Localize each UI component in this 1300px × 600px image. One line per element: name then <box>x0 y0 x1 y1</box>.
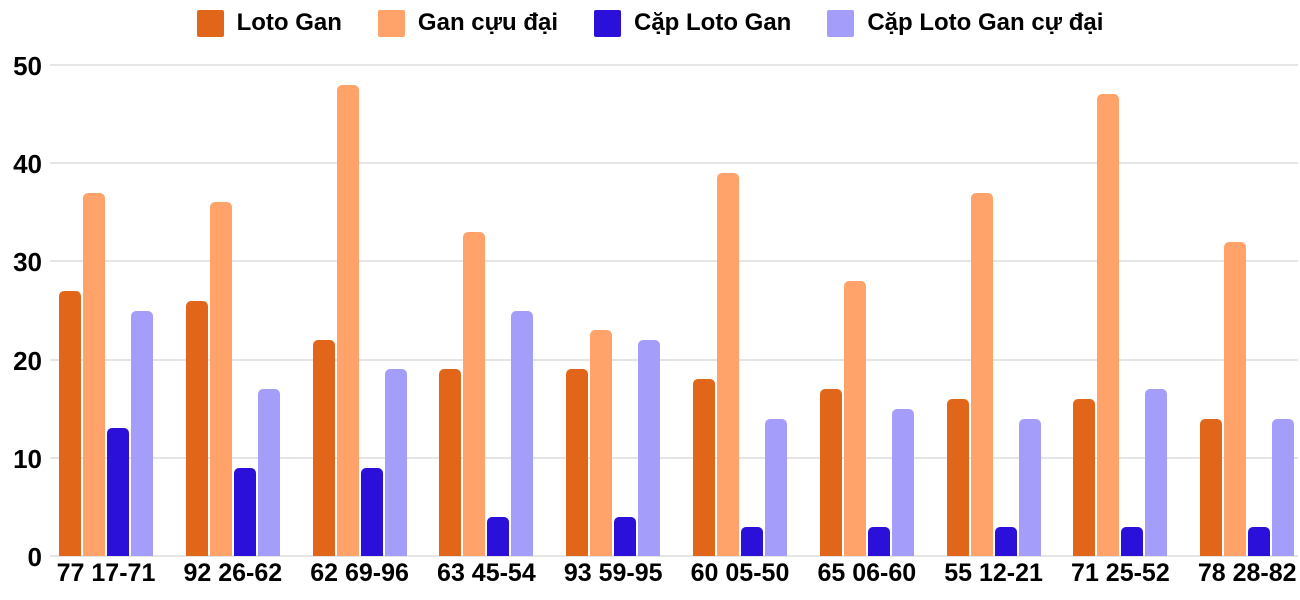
x-category-label-9: 71 25-52 <box>1071 559 1170 587</box>
bar-cặp-loto-gan-cự-đại <box>1272 418 1295 556</box>
x-category-label-8: 55 12-21 <box>944 559 1043 587</box>
bar-group-3 <box>312 84 407 556</box>
y-tick-label-40: 40 <box>13 149 42 180</box>
bar-gan-cựu-đại <box>336 84 359 556</box>
bar-loto-gan <box>1200 418 1223 556</box>
legend-label: Cặp Loto Gan <box>634 9 792 36</box>
legend-swatch-icon <box>594 9 621 37</box>
bar-loto-gan <box>439 369 462 556</box>
y-tick-label-30: 30 <box>13 247 42 278</box>
bar-group-9 <box>1073 94 1168 556</box>
bar-group-6 <box>693 173 787 556</box>
bar-loto-gan <box>312 339 335 556</box>
legend-swatch-icon <box>377 9 405 37</box>
bar-group-5 <box>566 330 661 556</box>
bar-cặp-loto-gan-cự-đại <box>131 310 153 556</box>
legend-item-4[interactable]: Cặp Loto Gan cự đại <box>827 9 1103 37</box>
y-tick-label-10: 10 <box>13 443 42 474</box>
bar-loto-gan <box>819 389 842 556</box>
bar-loto-gan <box>946 398 969 556</box>
chart-legend: Loto Gan Gan cựu đại Cặp Loto Gan Cặp Loto … <box>0 9 1300 37</box>
x-category-label-6: 60 05-50 <box>690 559 790 587</box>
bar-group-4 <box>439 231 534 556</box>
bar-cặp-loto-gan <box>1121 526 1144 556</box>
bar-cặp-loto-gan-cự-đại <box>511 310 534 556</box>
bar-cặp-loto-gan <box>1248 526 1271 556</box>
legend-label: Gan cựu đại <box>417 9 558 36</box>
legend-item-1[interactable]: Loto Gan <box>196 9 342 37</box>
bar-cặp-loto-gan <box>487 516 510 556</box>
bar-cặp-loto-gan-cự-đại <box>765 418 787 556</box>
bar-group-10 <box>1200 241 1295 556</box>
bar-group-1 <box>59 192 153 556</box>
bar-cặp-loto-gan <box>741 526 763 556</box>
bar-cặp-loto-gan <box>233 467 256 556</box>
bar-cặp-loto-gan-cự-đại <box>384 369 407 556</box>
bar-gan-cựu-đại <box>1097 94 1120 556</box>
bar-cặp-loto-gan-cự-đại <box>638 339 661 556</box>
legend-item-2[interactable]: Gan cựu đại <box>377 9 558 37</box>
bar-cặp-loto-gan-cự-đại <box>1018 418 1041 556</box>
bar-loto-gan <box>693 379 715 556</box>
bar-loto-gan <box>185 300 208 556</box>
bar-gan-cựu-đại <box>463 231 486 556</box>
bar-cặp-loto-gan <box>614 516 637 556</box>
x-category-label-7: 65 06-60 <box>817 559 917 587</box>
bar-cặp-loto-gan-cự-đại <box>891 408 914 556</box>
bar-gan-cựu-đại <box>209 202 232 556</box>
bar-group-2 <box>185 202 280 556</box>
y-tick-label-0: 0 <box>27 542 42 572</box>
bar-loto-gan <box>1073 398 1096 556</box>
x-category-label-5: 93 59-95 <box>563 559 663 587</box>
legend-label: Cặp Loto Gan cự đại <box>867 9 1104 36</box>
x-category-label-3: 62 69-96 <box>310 559 409 587</box>
legend-item-3[interactable]: Cặp Loto Gan <box>594 9 791 37</box>
x-category-label-1: 77 17-71 <box>56 559 156 587</box>
y-tick-label-20: 20 <box>13 345 42 376</box>
gridline-50 <box>50 64 1298 66</box>
bar-loto-gan <box>59 290 81 556</box>
bar-group-8 <box>946 192 1041 556</box>
bar-gan-cựu-đại <box>843 281 866 556</box>
gridline-30 <box>50 260 1298 263</box>
y-tick-label-50: 50 <box>13 51 42 81</box>
bar-cặp-loto-gan <box>107 428 129 556</box>
bar-cặp-loto-gan <box>994 526 1017 556</box>
gridline-10 <box>50 456 1298 459</box>
x-category-label-10: 78 28-82 <box>1197 559 1297 587</box>
legend-swatch-icon <box>196 9 224 37</box>
bar-gan-cựu-đại <box>83 192 105 556</box>
bar-loto-gan <box>566 369 589 556</box>
gridline-40 <box>50 162 1298 165</box>
legend-swatch-icon <box>827 9 855 37</box>
bar-cặp-loto-gan-cự-đại <box>257 389 280 556</box>
bar-cặp-loto-gan <box>360 467 383 556</box>
legend-label: Loto Gan <box>236 9 342 36</box>
bar-cặp-loto-gan-cự-đại <box>1145 389 1168 556</box>
gridline-0 <box>50 555 1298 557</box>
bar-gan-cựu-đại <box>1224 241 1247 556</box>
bar-gan-cựu-đại <box>970 192 993 556</box>
bar-gan-cựu-đại <box>590 330 613 556</box>
bar-cặp-loto-gan <box>867 526 890 556</box>
bar-gan-cựu-đại <box>717 173 739 556</box>
x-category-label-4: 63 45-54 <box>437 559 536 587</box>
gridline-20 <box>50 358 1298 361</box>
bar-group-7 <box>819 281 914 556</box>
x-category-label-2: 92 26-62 <box>183 559 283 587</box>
